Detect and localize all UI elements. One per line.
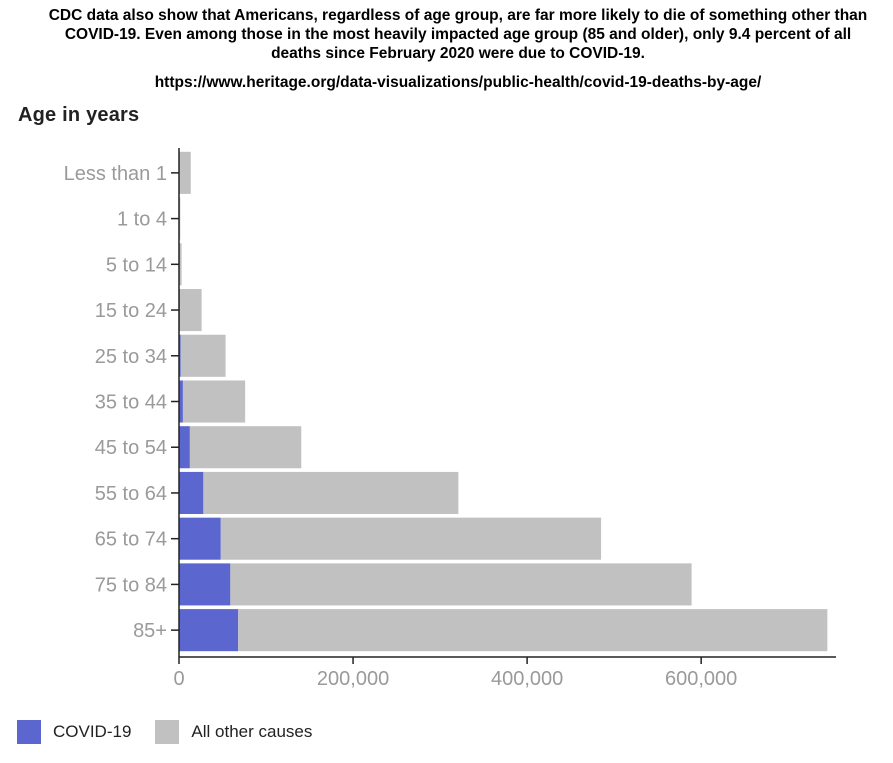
bar-covid-7 (179, 471, 204, 514)
chart-caption: CDC data also show that Americans, regar… (48, 7, 868, 62)
bar-other-6 (189, 426, 302, 469)
bar-covid-6 (179, 426, 190, 469)
legend-item-other: All other causes (155, 720, 312, 744)
y-tick-label-0: Less than 1 (64, 163, 167, 185)
legend-label-other: All other causes (191, 722, 313, 741)
legend-swatch-other (155, 720, 180, 744)
bar-other-4 (180, 334, 226, 377)
source-url: https://www.heritage.org/data-visualizat… (154, 74, 762, 91)
bar-other-2 (179, 243, 182, 286)
legend-swatch-covid (17, 720, 41, 744)
bar-other-3 (179, 289, 202, 332)
bar-other-0 (179, 151, 191, 194)
x-tick-label-3: 600,000 (665, 668, 737, 690)
bar-other-9 (230, 563, 692, 606)
bar-other-8 (220, 517, 602, 560)
x-tick-label-0: 0 (173, 668, 184, 690)
y-tick-label-10: 85+ (133, 620, 167, 642)
bar-covid-9 (179, 563, 231, 606)
bar-other-7 (203, 471, 459, 514)
x-tick-label-1: 200,000 (317, 668, 389, 690)
bar-covid-4 (179, 334, 181, 377)
bar-covid-10 (179, 609, 239, 652)
y-tick-label-8: 65 to 74 (95, 529, 167, 551)
bar-other-10 (238, 609, 828, 652)
y-tick-label-2: 5 to 14 (106, 254, 167, 276)
bar-covid-5 (179, 380, 183, 423)
y-tick-label-5: 35 to 44 (95, 392, 167, 414)
y-tick-label-4: 25 to 34 (95, 346, 167, 368)
y-axis-title: Age in years (18, 104, 140, 126)
x-ticks-group: 0 200,000 400,000 600,000 (173, 657, 737, 690)
y-tick-label-7: 55 to 64 (95, 483, 167, 505)
bar-covid-8 (179, 517, 221, 560)
y-tick-label-6: 45 to 54 (95, 437, 167, 459)
y-tick-label-9: 75 to 84 (95, 574, 167, 596)
bar-other-5 (182, 380, 246, 423)
y-tick-label-1: 1 to 4 (117, 209, 167, 231)
y-tick-label-3: 15 to 24 (95, 300, 167, 322)
bars-group (179, 151, 828, 652)
y-ticks-group: Less than 1 1 to 4 5 to 14 15 to 24 25 to 34… (64, 163, 179, 642)
x-tick-label-2: 400,000 (491, 668, 563, 690)
legend-item-covid: COVID-19 (17, 720, 131, 744)
legend-label-covid: COVID-19 (53, 722, 132, 741)
legend: COVID-19 All other causes (17, 720, 336, 744)
